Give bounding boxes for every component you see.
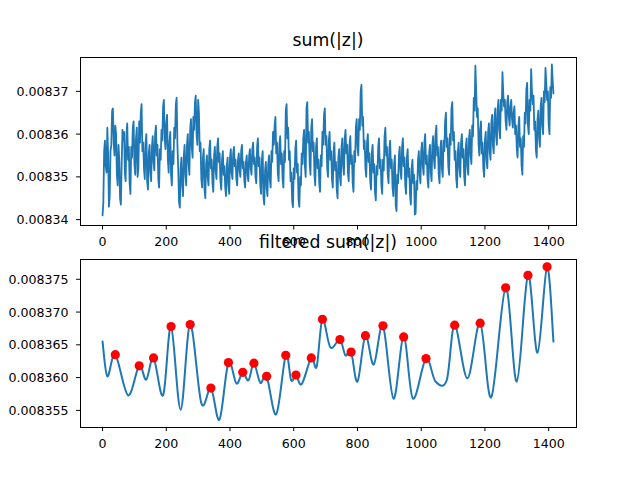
peak-marker <box>421 354 430 363</box>
data-line <box>103 64 554 215</box>
peak-marker <box>476 319 485 328</box>
x-tick-label: 1200 <box>469 234 501 249</box>
peak-marker <box>111 350 120 359</box>
x-tick-label: 400 <box>218 436 242 451</box>
x-tick-label: 1000 <box>405 234 437 249</box>
peak-marker <box>206 384 215 393</box>
x-tick-label: 1400 <box>533 436 565 451</box>
peak-marker <box>186 320 195 329</box>
x-tick-label: 0 <box>99 234 107 249</box>
peak-marker <box>149 353 158 362</box>
y-tick-label: 0.00837 <box>16 84 68 99</box>
figure: 0 200 400 600 800 1000 1200 1400 0.00834 0.00835 0… <box>0 0 640 480</box>
peak-marker <box>166 322 175 331</box>
peak-marker <box>291 370 300 379</box>
top-plot-title: sum(|z|) <box>293 30 364 50</box>
peak-marker <box>335 335 344 344</box>
top-plot: 02004006008001000120014000.008340.008350… <box>16 58 576 250</box>
peak-marker <box>135 361 144 370</box>
peak-marker <box>450 321 459 330</box>
peak-marker <box>361 331 370 340</box>
y-tick-label: 0.00836 <box>16 127 68 142</box>
x-tick-label: 600 <box>282 436 306 451</box>
x-tick-label: 1000 <box>405 436 437 451</box>
figure-canvas: 0 200 400 600 800 1000 1200 1400 0.00834 0.00835 0… <box>0 0 640 480</box>
peak-marker <box>262 372 271 381</box>
x-tick-label: 1400 <box>533 234 565 249</box>
y-tick-label: 0.008360 <box>8 370 68 385</box>
data-line <box>103 267 554 420</box>
x-tick-label: 200 <box>154 234 178 249</box>
peak-marker <box>238 368 247 377</box>
peak-marker <box>523 271 532 280</box>
peak-marker <box>501 283 510 292</box>
peak-marker <box>281 351 290 360</box>
y-tick-label: 0.008365 <box>8 337 68 352</box>
peak-marker <box>399 332 408 341</box>
peak-marker <box>542 262 551 271</box>
bottom-plot: 0 200 400 600 800 1000 1200 1400 0.008355 0.00836… <box>8 259 576 451</box>
peak-marker <box>318 315 327 324</box>
peak-marker <box>307 353 316 362</box>
bottom-plot-title: filtered sum(|z|) <box>259 232 397 252</box>
x-tick-label: 800 <box>345 436 369 451</box>
y-tick-label: 0.008355 <box>8 403 68 418</box>
peak-marker <box>249 359 258 368</box>
x-tick-label: 1200 <box>469 436 501 451</box>
x-tick-label: 200 <box>154 436 178 451</box>
y-tick-label: 0.00834 <box>16 212 68 227</box>
y-tick-label: 0.00835 <box>16 169 68 184</box>
y-tick-label: 0.008375 <box>8 272 68 287</box>
y-tick-label: 0.008370 <box>8 305 68 320</box>
x-tick-label: 400 <box>218 234 242 249</box>
peak-marker <box>347 347 356 356</box>
peak-marker <box>224 358 233 367</box>
peak-marker <box>378 321 387 330</box>
x-tick-label: 0 <box>99 436 107 451</box>
